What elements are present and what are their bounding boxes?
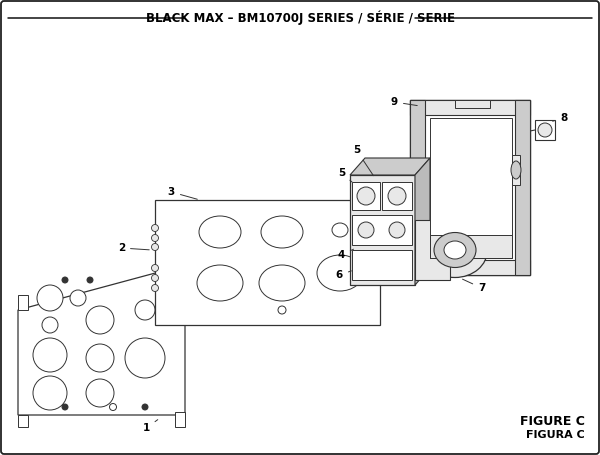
Ellipse shape [151,264,158,272]
Ellipse shape [87,277,93,283]
Ellipse shape [538,123,552,137]
Ellipse shape [86,379,114,407]
Polygon shape [515,100,530,275]
Ellipse shape [151,224,158,232]
Polygon shape [352,182,380,210]
Polygon shape [535,120,555,140]
Polygon shape [352,250,412,280]
Polygon shape [352,215,412,245]
Text: 1: 1 [143,420,158,433]
Polygon shape [18,415,28,427]
Text: FIGURE C: FIGURE C [520,415,585,428]
Polygon shape [410,100,530,275]
Ellipse shape [62,404,68,410]
Ellipse shape [434,233,476,268]
Ellipse shape [278,306,286,314]
Text: BLACK MAX – BM10700J SERIES / SÉRIE / SERIE: BLACK MAX – BM10700J SERIES / SÉRIE / SE… [146,11,455,25]
Ellipse shape [135,300,155,320]
Ellipse shape [388,187,406,205]
Ellipse shape [37,285,63,311]
Text: 2: 2 [118,243,149,253]
Ellipse shape [199,216,241,248]
Ellipse shape [317,255,363,291]
Ellipse shape [332,223,348,237]
Polygon shape [430,235,512,258]
Ellipse shape [33,338,67,372]
Polygon shape [350,175,415,285]
Polygon shape [455,100,490,108]
Polygon shape [175,265,185,278]
Ellipse shape [259,265,305,301]
Ellipse shape [151,243,158,251]
Ellipse shape [42,317,58,333]
Ellipse shape [151,234,158,242]
Ellipse shape [125,338,165,378]
Polygon shape [18,265,185,415]
Polygon shape [175,412,185,427]
Polygon shape [512,155,520,185]
Text: 8: 8 [553,113,567,123]
Ellipse shape [142,404,148,410]
Ellipse shape [422,222,487,278]
Polygon shape [410,100,425,275]
Ellipse shape [511,161,521,179]
Ellipse shape [62,277,68,283]
Ellipse shape [261,216,303,248]
Polygon shape [410,100,530,115]
Ellipse shape [357,187,375,205]
Text: 6: 6 [336,270,352,280]
Text: FIGURA C: FIGURA C [526,430,585,440]
Text: 3: 3 [168,187,197,199]
Polygon shape [415,220,450,280]
Ellipse shape [358,222,374,238]
Polygon shape [18,295,28,310]
Ellipse shape [86,306,114,334]
Polygon shape [350,158,430,175]
Ellipse shape [389,222,405,238]
Polygon shape [430,118,512,258]
Polygon shape [410,260,530,275]
Text: 9: 9 [391,97,417,107]
Ellipse shape [110,404,116,410]
Ellipse shape [151,274,158,282]
Ellipse shape [151,284,158,292]
Polygon shape [415,158,430,285]
Polygon shape [155,200,380,325]
Ellipse shape [444,241,466,259]
Ellipse shape [86,344,114,372]
Polygon shape [382,182,412,210]
Ellipse shape [33,376,67,410]
Text: 4: 4 [338,249,353,260]
Ellipse shape [197,265,243,301]
Text: 7: 7 [463,279,485,293]
Text: 5: 5 [338,168,352,182]
Ellipse shape [70,290,86,306]
Text: 5: 5 [353,145,373,176]
